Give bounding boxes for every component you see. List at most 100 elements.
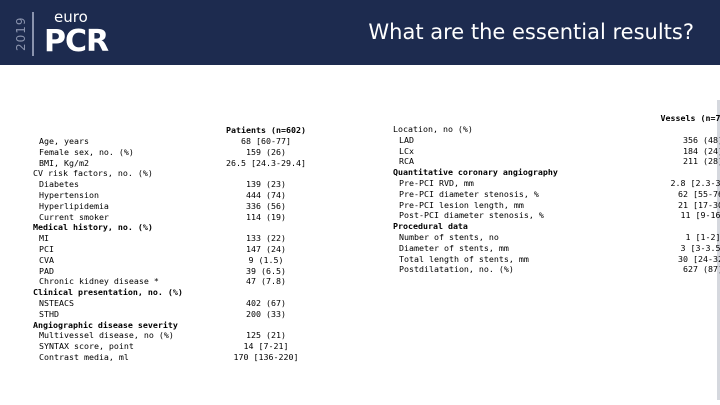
row-value: 2.8 [2.3-3.2] [670,177,720,188]
row-label: Pre-PCI lesion length, mm [399,199,524,210]
table-row: SYNTAX score, point 14 [7-21] [33,341,313,352]
row-label: Multivessel disease, no (%) [39,330,174,341]
table-row: STHD 200 (33) [33,309,313,320]
table-row: Contrast media, ml 170 [136-220] [33,352,313,363]
row-label: Female sex, no. (%) [39,146,134,157]
logo-year: 2019 [14,16,28,52]
europcr-logo: 2019 euro PCR [14,6,134,62]
row-value: 336 (56) [246,200,286,211]
row-value: 159 (26) [246,146,286,157]
row-label: Medical history, no. (%) [33,222,153,233]
table-row: Female sex, no. (%) 159 (26) [33,147,313,158]
row-value: 62 [55-76] [678,188,720,199]
row-label: SYNTAX score, point [39,341,134,352]
table-row: LCx 184 (24) [393,145,720,157]
row-label: Post-PCI diameter stenosis, % [399,210,544,221]
row-label: RCA [399,156,414,167]
table-row: Post-PCI diameter stenosis, % 11 [9-16] [393,210,720,221]
row-label: STHD [39,308,59,319]
row-label: Current smoker [39,211,109,222]
row-label: Quantitative coronary angiography [393,167,558,178]
logo-euro: euro [54,8,88,26]
table-row: CVA 9 (1.5) [33,255,313,266]
row-value: 139 (23) [246,179,286,190]
slide-title: What are the essential results? [368,20,694,44]
table-row: Location, no (%) [393,124,718,135]
row-value: 11 [9-16] [680,210,720,221]
table-row: CV risk factors, no. (%) [33,168,313,179]
row-value: 147 (24) [246,243,286,254]
row-value: 47 (7.8) [246,276,286,287]
table-row: Pre-PCI lesion length, mm 21 [17-30] [393,199,720,211]
row-value: 14 [7-21] [243,341,289,352]
table-row: Hyperlipidemia 336 (56) [33,201,313,212]
table-row: Current smoker 114 (19) [33,212,313,223]
patients-table: Patients (n=602) Age, years 68 [60-77] Fem… [33,125,313,363]
slide-edge-divider [717,100,720,400]
row-label: LAD [399,134,414,145]
row-label: PCI [39,243,54,254]
table-row: MI 133 (22) [33,233,313,244]
row-value: 402 (67) [246,297,286,308]
table-row: Quantitative coronary angiography [393,167,718,178]
row-value: 114 (19) [246,211,286,222]
row-label: Pre-PCI diameter stenosis, % [399,188,539,199]
row-label: CV risk factors, no. (%) [33,168,153,179]
table-row: NSTEACS 402 (67) [33,298,313,309]
patients-column-header: Patients (n=602) [226,125,306,135]
row-value: 21 [17-30] [678,199,720,210]
row-label: Hyperlipidemia [39,200,109,211]
table-row: Clinical presentation, no. (%) [33,287,313,298]
table-row: Hypertension 444 (74) [33,190,313,201]
table-row: Procedural data [393,221,718,232]
table-row: LAD 356 (48) [393,134,720,146]
row-label: Chronic kidney disease * [39,276,159,287]
table-row: BMI, Kg/m2 26.5 [24.3-29.4] [33,158,313,169]
row-label: BMI, Kg/m2 [39,157,89,168]
row-value: 125 (21) [246,330,286,341]
row-label: Location, no (%) [393,124,473,134]
row-label: Postdilatation, no. (%) [399,264,514,275]
row-value: 133 (22) [246,233,286,244]
vessels-table: Vessels (n=751) Location, no (%)LAD 356 (… [393,113,720,275]
row-label: MI [39,233,49,244]
row-value: 356 (48) [683,134,720,145]
row-value: 1 [1-2] [685,231,720,242]
row-label: Clinical presentation, no. (%) [33,287,183,298]
row-label: PAD [39,265,54,276]
row-label: LCx [399,145,414,156]
table-row: Multivessel disease, no (%) 125 (21) [33,330,313,341]
row-value: 26.5 [24.3-29.4] [226,157,306,168]
table-row: PCI 147 (24) [33,244,313,255]
table-row: Total length of stents, mm 30 [24-32] [393,253,720,265]
table-row: Diabetes 139 (23) [33,179,313,190]
row-label: Pre-PCI RVD, mm [399,177,474,188]
table-row: Chronic kidney disease * 47 (7.8) [33,276,313,287]
row-label: CVA [39,254,54,265]
table-row: Pre-PCI RVD, mm 2.8 [2.3-3.2] [393,177,720,189]
row-label: Diabetes [39,179,79,190]
row-value: 184 (24) [683,145,720,156]
row-value: 9 (1.5) [248,254,284,265]
row-value: 200 (33) [246,308,286,319]
row-label: Diameter of stents, mm [399,242,509,253]
table-row: RCA 211 (28) [393,156,720,167]
table-row: Age, years 68 [60-77] [33,136,313,147]
logo-divider [32,12,34,56]
table-row: Angiographic disease severity [33,320,313,331]
row-label: Total length of stents, mm [399,253,529,264]
row-value: 3 [3-3.5] [680,242,720,253]
row-label: NSTEACS [39,297,74,308]
row-label: Procedural data [393,221,468,232]
table-row: Number of stents, no 1 [1-2] [393,231,720,243]
row-value: 68 [60-77] [241,136,291,146]
table-row: Medical history, no. (%) [33,222,313,233]
row-label: Number of stents, no [399,231,499,242]
row-value: 444 (74) [246,189,286,200]
table-row: PAD 39 (6.5) [33,266,313,277]
vessels-column-header: Vessels (n=751) [660,113,720,123]
row-label: Hypertension [39,189,99,200]
header-banner: 2019 euro PCR What are the essential res… [0,0,720,65]
row-label: Angiographic disease severity [33,319,178,330]
table-row: Pre-PCI diameter stenosis, % 62 [55-76] [393,188,720,200]
